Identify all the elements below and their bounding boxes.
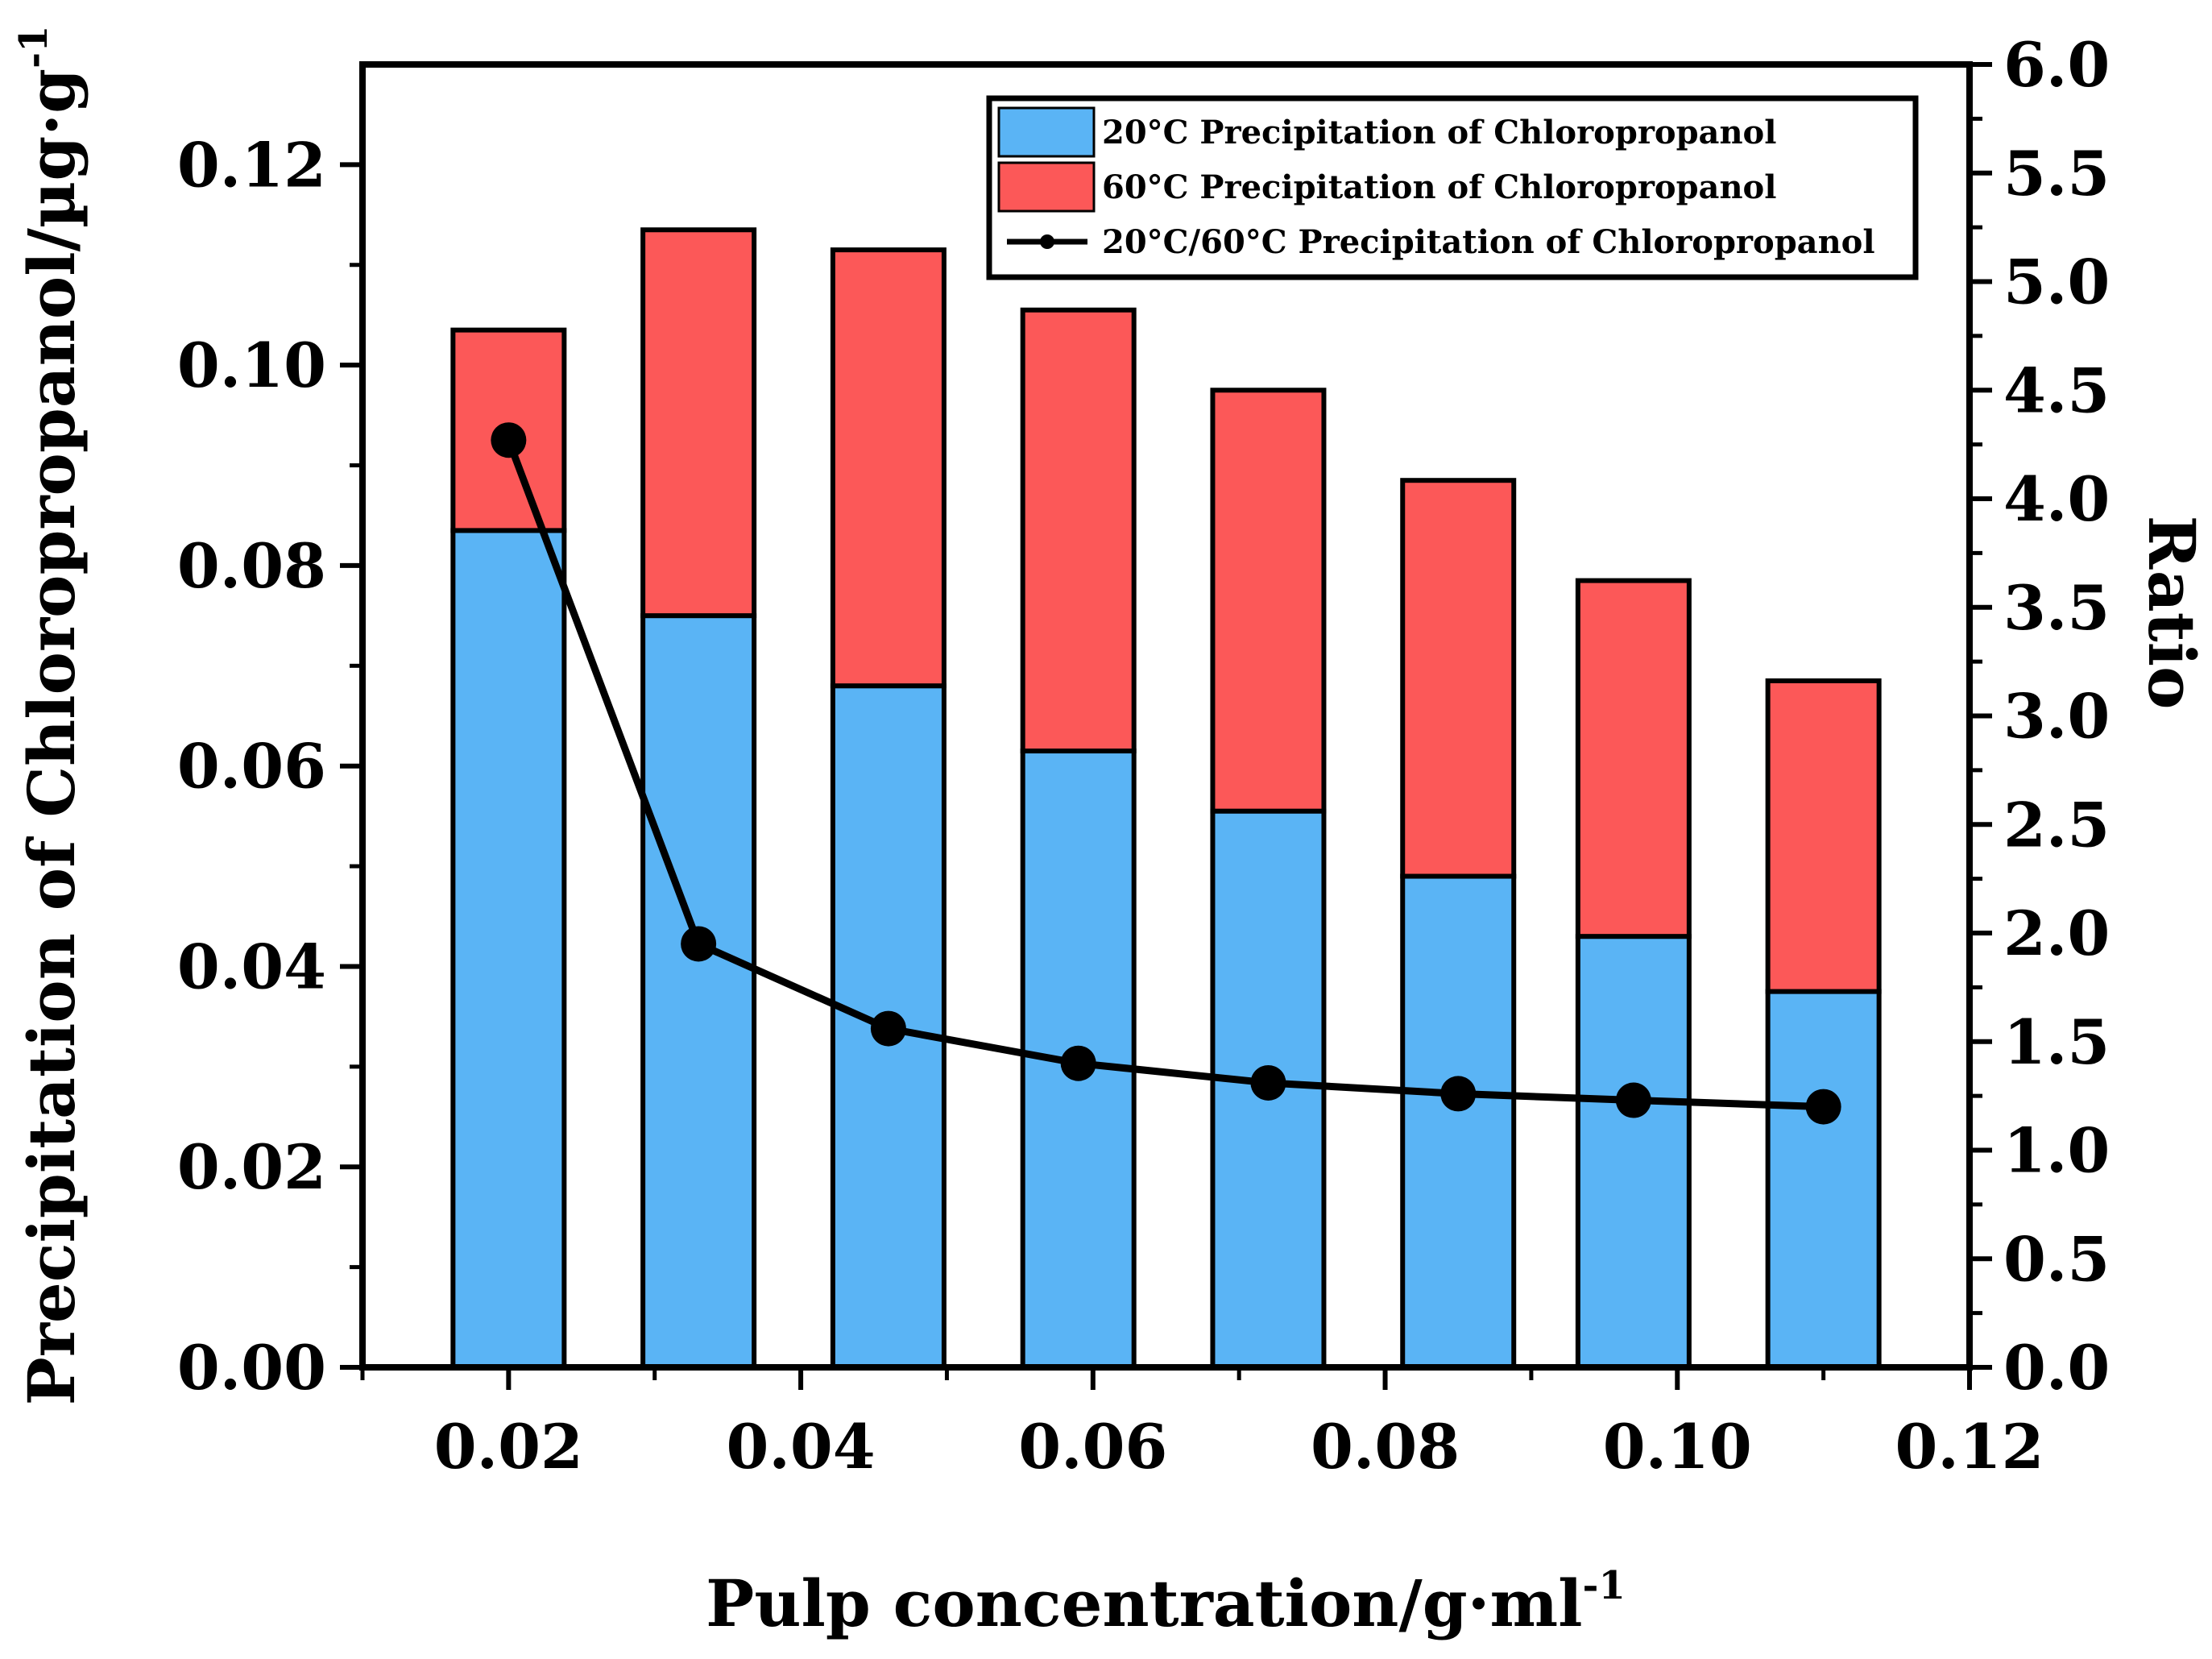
ratio-line-layer (491, 422, 1841, 1125)
ratio-point (1060, 1045, 1096, 1081)
y-axis-title: Precipitation of Chloropropanol/µg·g-1 (11, 26, 89, 1406)
x-tick-label: 0.08 (1311, 1411, 1460, 1483)
ratio-point (870, 1010, 906, 1047)
legend-swatch-20c (997, 106, 1096, 158)
y2-tick-label: 5.5 (2003, 138, 2110, 209)
y-tick-label: 0.08 (177, 530, 326, 602)
ratio-point (1615, 1082, 1651, 1118)
y-tick-label: 0.04 (177, 931, 326, 1002)
x-tick-label: 0.02 (434, 1411, 583, 1483)
legend-swatch-60c (997, 161, 1096, 213)
bar-20c (1765, 989, 1882, 1371)
bar-20c (640, 613, 757, 1370)
y2-tick-label: 4.0 (2003, 463, 2110, 535)
bar-60c (1575, 578, 1692, 939)
y-tick-label: 0.06 (177, 731, 326, 803)
legend-label: 60°C Precipitation of Chloropropanol (1102, 168, 1776, 206)
y-tick-label: 0.02 (177, 1131, 326, 1203)
y2-tick-label: 2.0 (2003, 898, 2110, 969)
bar-60c (1210, 388, 1327, 814)
y-tick-label: 0.00 (177, 1332, 326, 1404)
bar-60c (1400, 478, 1517, 879)
bar-60c (1020, 307, 1137, 754)
y2-tick-label: 1.0 (2003, 1115, 2110, 1187)
tick-labels-layer: 0.000.020.040.060.080.100.120.00.51.01.5… (177, 29, 2110, 1483)
ratio-point (681, 926, 717, 962)
bar-20c (450, 528, 567, 1371)
ratio-point (491, 422, 527, 458)
y2-axis-title: Ratio (2134, 516, 2210, 710)
x-tick-label: 0.10 (1603, 1411, 1752, 1483)
y2-tick-label: 5.0 (2003, 247, 2110, 318)
ratio-line (505, 438, 1824, 1111)
ratio-point (1250, 1064, 1286, 1101)
y2-tick-label: 3.5 (2003, 572, 2110, 644)
bar-60c (640, 227, 757, 619)
y2-tick-label: 0.0 (2003, 1332, 2110, 1404)
y-tick-label: 0.10 (177, 330, 326, 401)
ticks-layer (340, 62, 1992, 1390)
legend-label: 20°C/60°C Precipitation of Chloropropano… (1102, 223, 1875, 261)
y-axis-title-superscript: -1 (11, 26, 56, 68)
x-tick-label: 0.12 (1895, 1411, 2044, 1483)
ratio-point (1440, 1076, 1477, 1112)
x-axis-title: Pulp concentration/g·ml-1 (706, 1563, 1626, 1641)
y-tick-label: 0.12 (177, 129, 326, 201)
y2-tick-label: 6.0 (2003, 29, 2110, 101)
legend-marker-ratio (1040, 234, 1054, 249)
y2-tick-label: 3.0 (2003, 681, 2110, 753)
bar-20c (1400, 873, 1517, 1370)
x-tick-label: 0.04 (727, 1411, 876, 1483)
ratio-point (1805, 1089, 1841, 1125)
legend-box (986, 95, 1919, 280)
bars-layer (450, 227, 1882, 1371)
y2-tick-label: 0.5 (2003, 1223, 2110, 1295)
bar-60c (1765, 678, 1882, 994)
x-tick-label: 0.06 (1018, 1411, 1167, 1483)
y2-tick-label: 4.5 (2003, 355, 2110, 426)
y2-tick-label: 1.5 (2003, 1006, 2110, 1078)
legend: 20°C Precipitation of Chloropropanol 60°C… (986, 95, 1919, 280)
legend-label: 20°C Precipitation of Chloropropanol (1102, 114, 1776, 151)
y2-tick-label: 2.5 (2003, 789, 2110, 861)
bar-20c (1575, 934, 1692, 1370)
bar-60c (830, 247, 947, 689)
x-axis-title-superscript: -1 (1583, 1563, 1626, 1608)
